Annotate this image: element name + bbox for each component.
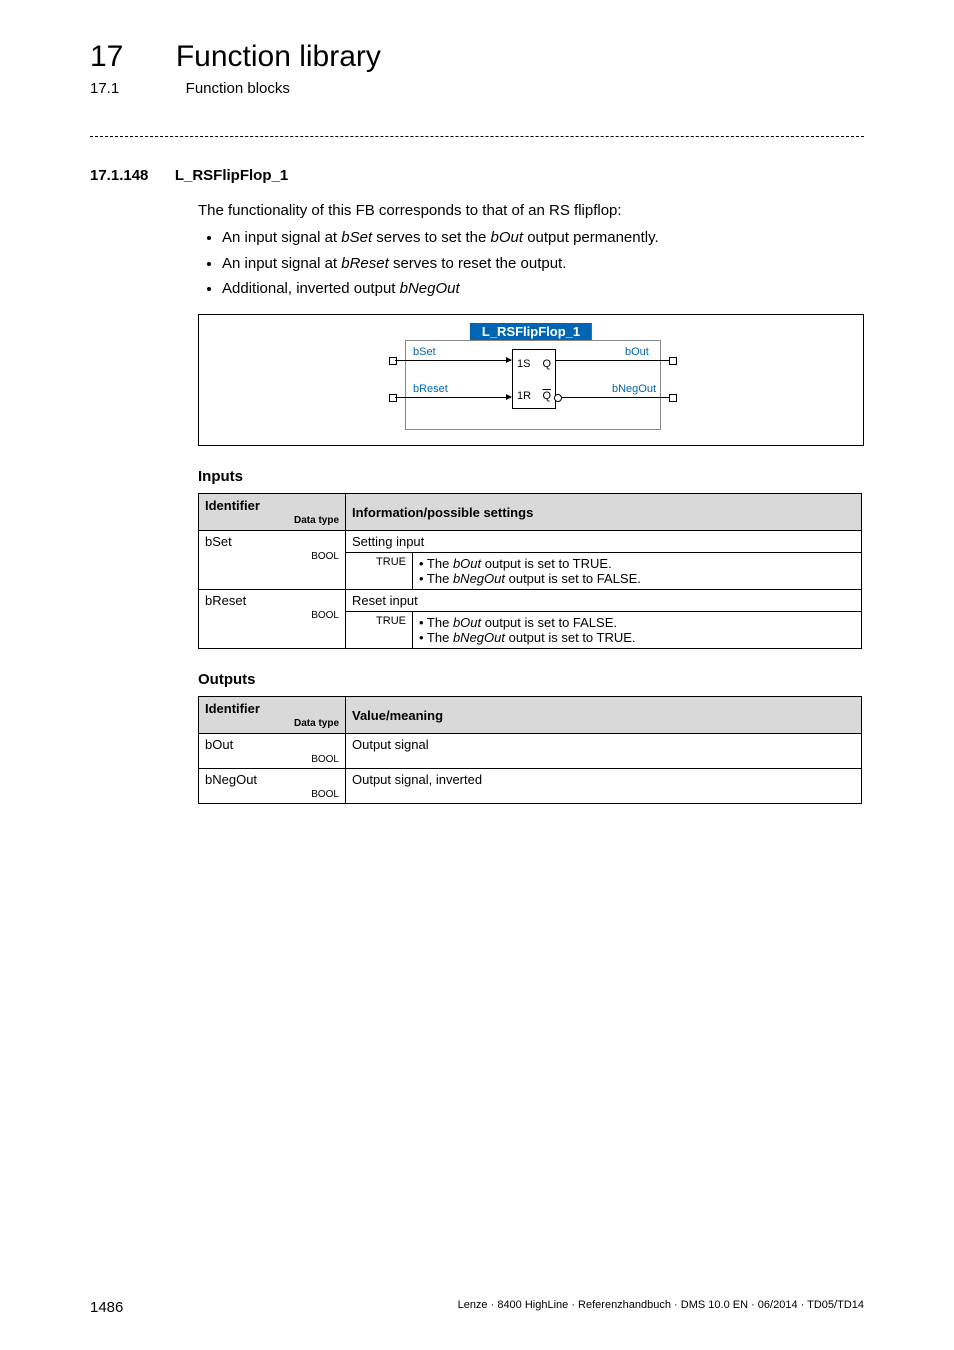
section-header: 17.1.148 L_RSFlipFlop_1 — [90, 167, 864, 185]
port-breset-label: bReset — [413, 383, 448, 395]
divider — [90, 136, 864, 137]
text-line: • The bOut output is set to TRUE. — [419, 556, 855, 571]
text-em: bSet — [341, 229, 372, 246]
subchapter-header: 17.1 Function blocks — [90, 74, 864, 98]
list-item: Additional, inverted output bNegOut — [222, 277, 864, 300]
text-line: • The bOut output is set to FALSE. — [419, 615, 855, 630]
cell-identifier: bOut BOOL — [199, 734, 346, 769]
th-identifier: Identifier Data type — [199, 697, 346, 734]
cell-key: TRUE — [346, 553, 413, 590]
text: Additional, inverted output — [222, 280, 400, 297]
text: Identifier — [205, 498, 260, 513]
subchapter-number: 17.1 — [90, 80, 119, 97]
inner-1s: 1S — [517, 358, 530, 370]
cell-identifier: bReset BOOL — [199, 590, 346, 649]
connector-line — [555, 360, 659, 361]
page-footer: 1486 Lenze · 8400 HighLine · Referenzhan… — [90, 1299, 864, 1316]
text-em: bNegOut — [400, 280, 460, 297]
inner-q: Q — [542, 358, 551, 370]
fb-inner-symbol: 1S Q 1R Q — [512, 349, 556, 409]
cell-desc: Reset input — [346, 590, 862, 612]
table-row: bReset BOOL Reset input — [199, 590, 862, 612]
chapter-number: 17 — [90, 40, 123, 74]
text-line: • The bNegOut output is set to FALSE. — [419, 571, 855, 586]
function-block-diagram: L_RSFlipFlop_1 1S Q 1R Q bSet bReset bOu… — [198, 314, 864, 446]
cell-value: • The bOut output is set to FALSE. • The… — [413, 612, 862, 649]
connector-line — [405, 397, 511, 398]
port-bout-label: bOut — [625, 346, 649, 358]
connector-line — [555, 397, 659, 398]
inputs-heading: Inputs — [198, 468, 864, 485]
cell-value: Output signal — [346, 734, 862, 769]
connector-line — [405, 360, 511, 361]
table-row: bOut BOOL Output signal — [199, 734, 862, 769]
port-bnegout-label: bNegOut — [612, 383, 656, 395]
list-item: An input signal at bSet serves to set th… — [222, 226, 864, 249]
negation-bubble-icon — [554, 394, 562, 402]
stub-icon — [389, 394, 397, 402]
table-row: bSet BOOL Setting input — [199, 531, 862, 553]
inputs-table: Identifier Data type Information/possibl… — [198, 493, 862, 649]
stub-icon — [669, 357, 677, 365]
intro-text: The functionality of this FB corresponds… — [198, 199, 864, 222]
text: serves to reset the output. — [389, 255, 567, 272]
text: bOut — [205, 737, 233, 752]
table-header-row: Identifier Data type Value/meaning — [199, 697, 862, 734]
footer-meta: Lenze · 8400 HighLine · Referenzhandbuch… — [458, 1299, 864, 1311]
connector-line — [659, 360, 669, 361]
text: An input signal at — [222, 229, 341, 246]
text-datatype: BOOL — [205, 754, 339, 765]
cell-desc: Setting input — [346, 531, 862, 553]
th-info: Information/possible settings — [346, 494, 862, 531]
port-bset-label: bSet — [413, 346, 436, 358]
text-datatype: Data type — [205, 515, 339, 526]
cell-identifier: bNegOut BOOL — [199, 769, 346, 804]
cell-value: Output signal, inverted — [346, 769, 862, 804]
text: serves to set the — [372, 229, 490, 246]
inner-1r: 1R — [517, 390, 531, 402]
section-number: 17.1.148 — [90, 167, 148, 184]
connector-line — [659, 397, 669, 398]
text: bNegOut — [205, 772, 257, 787]
cell-value: • The bOut output is set to TRUE. • The … — [413, 553, 862, 590]
inner-qbar: Q — [542, 390, 551, 402]
cell-identifier: bSet BOOL — [199, 531, 346, 590]
bullet-list: An input signal at bSet serves to set th… — [198, 226, 864, 300]
text: An input signal at — [222, 255, 341, 272]
outputs-heading: Outputs — [198, 671, 864, 688]
text-line: • The bNegOut output is set to TRUE. — [419, 630, 855, 645]
connector-line — [395, 360, 405, 361]
fb-title: L_RSFlipFlop_1 — [470, 323, 592, 340]
chapter-header: 17 Function library — [90, 40, 864, 74]
text-datatype: BOOL — [205, 789, 339, 800]
connector-line — [395, 397, 405, 398]
text-datatype: BOOL — [205, 610, 339, 621]
text-datatype: Data type — [205, 718, 339, 729]
subchapter-title: Function blocks — [186, 80, 290, 97]
section-body: The functionality of this FB corresponds… — [198, 199, 864, 300]
text-em: bOut — [491, 229, 524, 246]
text-em: bReset — [341, 255, 389, 272]
text: Identifier — [205, 701, 260, 716]
stub-icon — [389, 357, 397, 365]
list-item: An input signal at bReset serves to rese… — [222, 252, 864, 275]
text-datatype: BOOL — [205, 551, 339, 562]
text: bSet — [205, 534, 232, 549]
table-row: bNegOut BOOL Output signal, inverted — [199, 769, 862, 804]
th-identifier: Identifier Data type — [199, 494, 346, 531]
page-number: 1486 — [90, 1299, 123, 1316]
text: output permanently. — [523, 229, 659, 246]
table-header-row: Identifier Data type Information/possibl… — [199, 494, 862, 531]
cell-key: TRUE — [346, 612, 413, 649]
text: bReset — [205, 593, 246, 608]
th-value: Value/meaning — [346, 697, 862, 734]
chapter-title: Function library — [176, 40, 381, 74]
stub-icon — [669, 394, 677, 402]
outputs-table: Identifier Data type Value/meaning bOut … — [198, 696, 862, 804]
section-title: L_RSFlipFlop_1 — [175, 167, 288, 184]
